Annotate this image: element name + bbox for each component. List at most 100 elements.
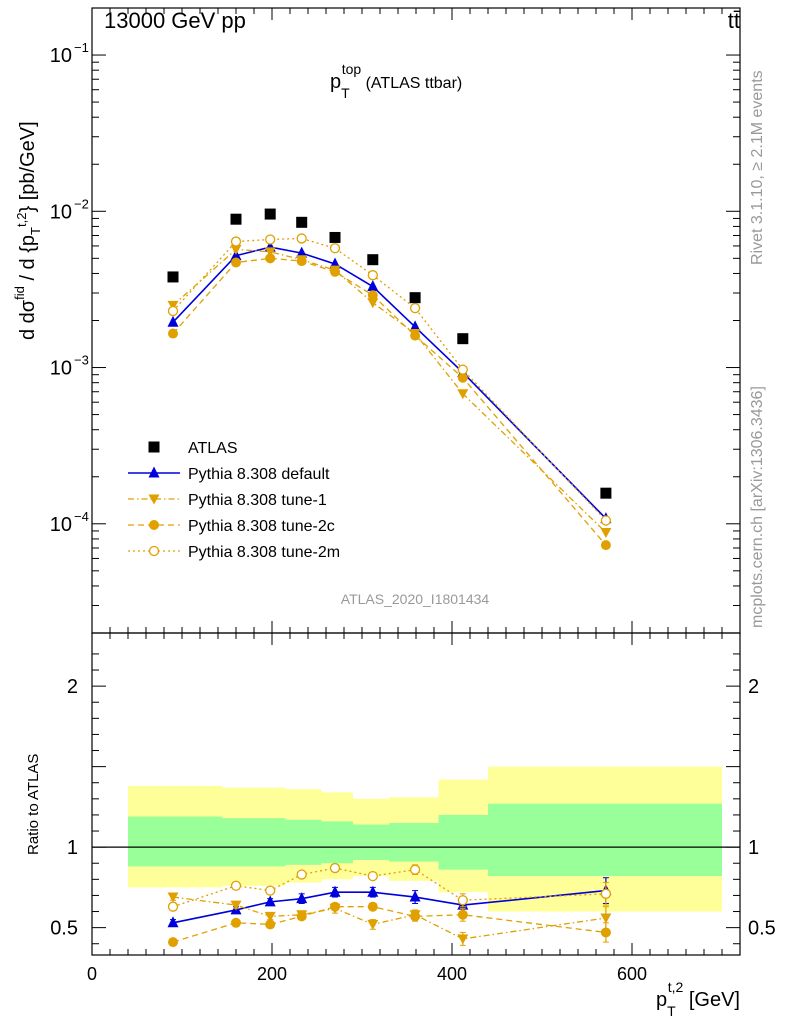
y-tick-exponent: −4: [74, 509, 89, 524]
ratio-point-pythia-8-308-tune-2c: [296, 911, 307, 922]
ratio-point-pythia-8-308-default: [409, 890, 421, 902]
main-point-atlas: [457, 333, 469, 345]
ratio-point-pythia-8-308-tune-2c: [265, 919, 276, 930]
uncertainty-band-green: [128, 816, 223, 867]
main-point-atlas: [167, 271, 179, 283]
ratio-point-pythia-8-308-default: [329, 885, 341, 897]
ratio-y-tick-label: 2: [67, 676, 78, 698]
ratio-point-pythia-8-308-tune-2m: [367, 870, 378, 882]
uncertainty-band-green: [389, 822, 439, 862]
main-point-pythia-8-308-tune-2c: [168, 328, 178, 339]
main-point-atlas: [264, 208, 276, 220]
main-plot-frame: [91, 7, 741, 634]
main-point-pythia-8-308-tune-2m: [409, 302, 421, 314]
y-tick-label: 10: [50, 514, 72, 536]
main-point-pythia-8-308-default: [367, 280, 379, 292]
x-tick-label: 400: [437, 964, 467, 984]
legend-marker-pythia-8-308-default: [148, 466, 160, 478]
legend-marker-pythia-8-308-tune-2c: [149, 520, 159, 530]
ratio-point-pythia-8-308-tune-2c: [231, 917, 241, 928]
ratio-point-pythia-8-308-tune-2c: [168, 937, 178, 948]
y-tick-exponent: −1: [74, 40, 89, 55]
main-point-pythia-8-308-tune-2m: [329, 243, 341, 254]
ratio-y-tick-label-right: 2: [748, 676, 759, 698]
ratio-point-pythia-8-308-tune-1: [167, 892, 179, 903]
ratio-point-pythia-8-308-tune-2m: [409, 864, 421, 875]
ratio-point-pythia-8-308-tune-2m: [167, 901, 179, 912]
ratio-point-pythia-8-308-tune-2c: [600, 927, 611, 938]
main-point-pythia-8-308-tune-2m: [296, 233, 307, 244]
main-point-pythia-8-308-tune-2m: [230, 236, 242, 247]
y-tick-label: 10: [50, 201, 72, 223]
legend-marker-atlas: [148, 441, 160, 453]
main-point-atlas: [367, 254, 379, 266]
y-tick-exponent: −3: [74, 353, 89, 368]
ratio-point-pythia-8-308-tune-1: [230, 900, 242, 911]
x-tick-label: 0: [87, 964, 97, 984]
uncertainty-band-green: [285, 819, 322, 865]
x-tick-label: 600: [617, 964, 647, 984]
uncertainty-band-green: [488, 803, 722, 877]
main-point-pythia-8-308-tune-2m: [457, 364, 468, 375]
main-point-pythia-8-308-tune-1: [230, 244, 242, 255]
process-label: tt̄: [728, 8, 740, 33]
legend-label-pythia-8-308-default: Pythia 8.308 default: [188, 466, 330, 483]
ratio-y-tick-label-right: 1: [748, 837, 759, 859]
y-tick-label: 10: [50, 358, 72, 380]
legend-marker-pythia-8-308-tune-1: [148, 494, 160, 505]
ratio-point-pythia-8-308-tune-2m: [296, 869, 307, 880]
main-point-atlas: [230, 213, 242, 225]
ratio-point-pythia-8-308-tune-2m: [265, 885, 276, 896]
ratio-point-pythia-8-308-tune-2c: [457, 909, 468, 920]
legend-label-pythia-8-308-tune-2m: Pythia 8.308 tune-2m: [188, 544, 340, 561]
main-point-pythia-8-308-tune-1: [600, 527, 612, 538]
uncertainty-band-green: [438, 814, 488, 870]
main-point-pythia-8-308-tune-2m: [265, 234, 276, 245]
main-point-atlas: [409, 292, 421, 304]
main-point-pythia-8-308-tune-2c: [600, 540, 611, 551]
ratio-point-pythia-8-308-default: [296, 892, 308, 904]
ratio-point-pythia-8-308-default: [367, 885, 379, 897]
ratio-point-pythia-8-308-tune-2c: [330, 901, 340, 912]
legend-marker-pythia-8-308-tune-2m: [148, 545, 160, 557]
main-point-pythia-8-308-tune-2c: [367, 290, 378, 301]
main-point-pythia-8-308-tune-1: [457, 389, 469, 400]
energy-label: 13000 GeV pp: [104, 8, 246, 33]
ratio-point-pythia-8-308-tune-2c: [410, 911, 421, 922]
xlabel: pTt,2 [GeV]: [656, 979, 740, 1019]
main-point-pythia-8-308-tune-1: [167, 300, 179, 311]
legend-label-pythia-8-308-tune-1: Pythia 8.308 tune-1: [188, 492, 327, 509]
ratio-point-pythia-8-308-tune-2m: [600, 888, 612, 899]
main-point-pythia-8-308-tune-2m: [367, 270, 378, 281]
ratio-point-pythia-8-308-tune-2c: [367, 901, 378, 912]
main-ylabel: d dσfid / d {pTt,2} [pb/GeV]: [12, 121, 43, 340]
main-point-pythia-8-308-tune-2c: [457, 372, 468, 383]
ratio-point-pythia-8-308-default: [264, 895, 276, 907]
main-point-atlas: [600, 487, 612, 499]
ratio-y-tick-label-right: 0.5: [748, 918, 776, 940]
main-point-pythia-8-308-default: [167, 315, 179, 327]
ratio-point-pythia-8-308-default: [167, 916, 179, 928]
main-point-atlas: [329, 231, 341, 243]
main-point-pythia-8-308-tune-2c: [296, 256, 307, 267]
main-point-pythia-8-308-tune-2c: [330, 266, 340, 277]
ratio-point-pythia-8-308-tune-1: [600, 913, 612, 924]
ratio-point-pythia-8-308-tune-1: [457, 934, 469, 945]
uncertainty-band-green: [321, 821, 353, 864]
main-point-pythia-8-308-tune-2c: [265, 253, 276, 264]
ratio-y-tick-label: 1: [67, 837, 78, 859]
ratio-point-pythia-8-308-tune-1: [367, 919, 379, 930]
analysis-id-label: ATLAS_2020_I1801434: [341, 591, 490, 607]
legend-label-atlas: ATLAS: [188, 440, 238, 457]
main-point-atlas: [296, 216, 308, 228]
rivet-version-label: Rivet 3.1.10, ≥ 2.1M events: [749, 70, 766, 265]
ratio-point-pythia-8-308-tune-2m: [329, 862, 341, 874]
ratio-point-pythia-8-308-tune-2m: [457, 895, 468, 906]
ratio-ylabel: Ratio to ATLAS: [25, 754, 42, 855]
x-tick-label: 200: [257, 964, 287, 984]
main-line-pythia-8-308-tune-1: [172, 248, 607, 533]
mcplots-label: mcplots.cern.ch [arXiv:1306.3436]: [749, 386, 766, 628]
main-point-pythia-8-308-tune-2c: [410, 330, 421, 341]
main-point-pythia-8-308-tune-1: [264, 247, 276, 258]
